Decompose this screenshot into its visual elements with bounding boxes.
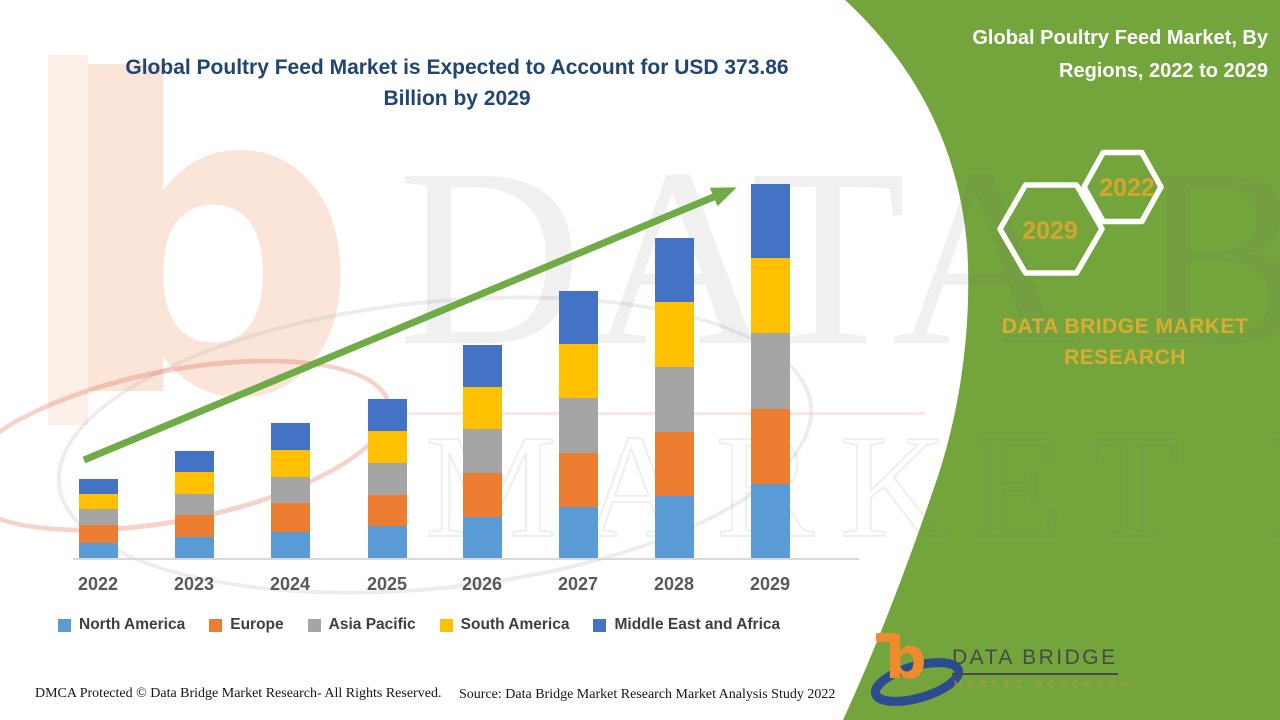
chart-title-line2: Billion by 2029 bbox=[383, 87, 531, 110]
x-axis-label-2029: 2029 bbox=[749, 574, 791, 594]
legend-label-south-america: South America bbox=[460, 616, 570, 633]
bar-segment-2027-asia-pacific bbox=[558, 398, 598, 453]
x-axis-label-2024: 2024 bbox=[269, 574, 311, 594]
bar-segment-2022-middle-east-and-africa bbox=[78, 478, 118, 494]
bar-segment-2024-europe bbox=[270, 502, 310, 532]
bar-segment-2023-north-america bbox=[174, 536, 214, 558]
x-axis-label-2022: 2022 bbox=[77, 574, 119, 594]
x-axis-label-2026: 2026 bbox=[461, 574, 503, 594]
legend-label-north-america: North America bbox=[79, 616, 186, 633]
bar-segment-2029-asia-pacific bbox=[750, 333, 790, 409]
bar-segment-2025-europe bbox=[367, 494, 407, 526]
x-axis-label-2028: 2028 bbox=[653, 574, 695, 594]
bar-segment-2029-middle-east-and-africa bbox=[750, 184, 790, 258]
logo-b-hook bbox=[876, 633, 895, 642]
bar-segment-2028-north-america bbox=[654, 495, 694, 558]
legend-item-asia-pacific: Asia Pacific bbox=[307, 616, 416, 634]
legend-swatch-middle-east-and-africa bbox=[593, 618, 607, 632]
x-axis-label-2023: 2023 bbox=[173, 574, 215, 594]
bar-segment-2027-south-america bbox=[558, 343, 598, 398]
legend-swatch-asia-pacific bbox=[307, 618, 321, 632]
chart-title: Global Poultry Feed Market is Expected t… bbox=[87, 52, 827, 114]
bar-segment-2026-south-america bbox=[462, 387, 502, 429]
bar-segment-2029-europe bbox=[750, 408, 790, 484]
bar-segment-2028-asia-pacific bbox=[654, 367, 694, 432]
bar-segment-2022-south-america bbox=[78, 493, 118, 509]
bar-segment-2022-asia-pacific bbox=[78, 509, 118, 525]
bar-segment-2023-asia-pacific bbox=[174, 493, 214, 515]
bar-segment-2023-middle-east-and-africa bbox=[174, 451, 214, 472]
brand-wordmark: DATA BRIDGE MARKET RESEARCH bbox=[955, 311, 1280, 373]
bar-segment-2026-asia-pacific bbox=[462, 428, 502, 473]
legend-label-asia-pacific: Asia Pacific bbox=[328, 616, 416, 633]
bar-segment-2027-north-america bbox=[558, 507, 598, 558]
legend-label-europe: Europe bbox=[230, 616, 284, 633]
bar-segment-2028-europe bbox=[654, 431, 694, 496]
bar-segment-2026-middle-east-and-africa bbox=[462, 344, 502, 387]
bar-segment-2026-europe bbox=[462, 472, 502, 517]
logo-name: DATA BRIDGE bbox=[952, 646, 1118, 675]
brand-wordmark-line2: RESEARCH bbox=[1064, 346, 1186, 369]
legend-label-middle-east-and-africa: Middle East and Africa bbox=[614, 616, 781, 633]
bar-segment-2022-europe bbox=[78, 525, 118, 543]
bar-segment-2024-asia-pacific bbox=[270, 476, 310, 503]
logo-tagline: MARKET RESEARCH bbox=[954, 679, 1134, 689]
panel-heading-line1: Global Poultry Feed Market, By bbox=[972, 27, 1268, 49]
x-axis-label-2025: 2025 bbox=[366, 574, 408, 594]
bar-segment-2029-south-america bbox=[750, 258, 790, 333]
bar-segment-2024-middle-east-and-africa bbox=[270, 423, 310, 450]
footer-dmca: DMCA Protected © Data Bridge Market Rese… bbox=[35, 686, 442, 701]
footer-source: Source: Data Bridge Market Research Mark… bbox=[459, 687, 836, 702]
legend-item-north-america: North America bbox=[58, 616, 185, 634]
bar-segment-2024-south-america bbox=[270, 450, 310, 477]
bar-segment-2023-europe bbox=[174, 514, 214, 537]
bar-segment-2028-middle-east-and-africa bbox=[654, 238, 694, 302]
legend-swatch-europe bbox=[209, 618, 223, 632]
bar-segment-2025-asia-pacific bbox=[367, 463, 407, 495]
bar-segment-2025-north-america bbox=[367, 526, 407, 558]
bar-segment-2027-middle-east-and-africa bbox=[558, 291, 598, 344]
panel-heading: Global Poultry Feed Market, By Regions, … bbox=[860, 22, 1268, 88]
x-axis-label-2027: 2027 bbox=[557, 574, 599, 594]
bar-segment-2026-north-america bbox=[462, 516, 502, 558]
databridge-logo: b DATA BRIDGE MARKET RESEARCH bbox=[855, 618, 1255, 708]
legend-item-middle-east-and-africa: Middle East and Africa bbox=[593, 616, 780, 634]
panel-heading-line2: Regions, 2022 to 2029 bbox=[1059, 60, 1268, 82]
bar-segment-2022-north-america bbox=[78, 543, 118, 558]
bar-segment-2027-europe bbox=[558, 453, 598, 507]
chart-legend: North America Europe Asia Pacific South Ame… bbox=[58, 616, 780, 634]
legend-swatch-south-america bbox=[439, 618, 453, 632]
legend-swatch-north-america bbox=[58, 618, 71, 632]
bar-segment-2023-south-america bbox=[174, 472, 214, 494]
legend-item-south-america: South America bbox=[439, 616, 570, 634]
bar-segment-2028-south-america bbox=[654, 302, 694, 367]
bar-segment-2025-south-america bbox=[367, 430, 407, 463]
chart-title-line1: Global Poultry Feed Market is Expected t… bbox=[125, 56, 789, 79]
bar-segment-2029-north-america bbox=[750, 483, 790, 558]
bar-segment-2024-north-america bbox=[270, 531, 310, 558]
brand-wordmark-line1: DATA BRIDGE MARKET bbox=[1001, 315, 1249, 338]
x-axis-line bbox=[73, 558, 859, 560]
legend-item-europe: Europe bbox=[209, 616, 284, 634]
bar-segment-2025-middle-east-and-africa bbox=[367, 399, 407, 431]
